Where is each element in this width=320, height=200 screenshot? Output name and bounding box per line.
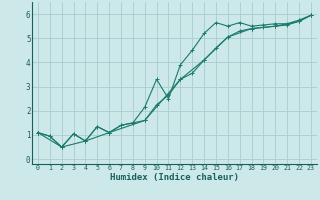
X-axis label: Humidex (Indice chaleur): Humidex (Indice chaleur) [110,173,239,182]
